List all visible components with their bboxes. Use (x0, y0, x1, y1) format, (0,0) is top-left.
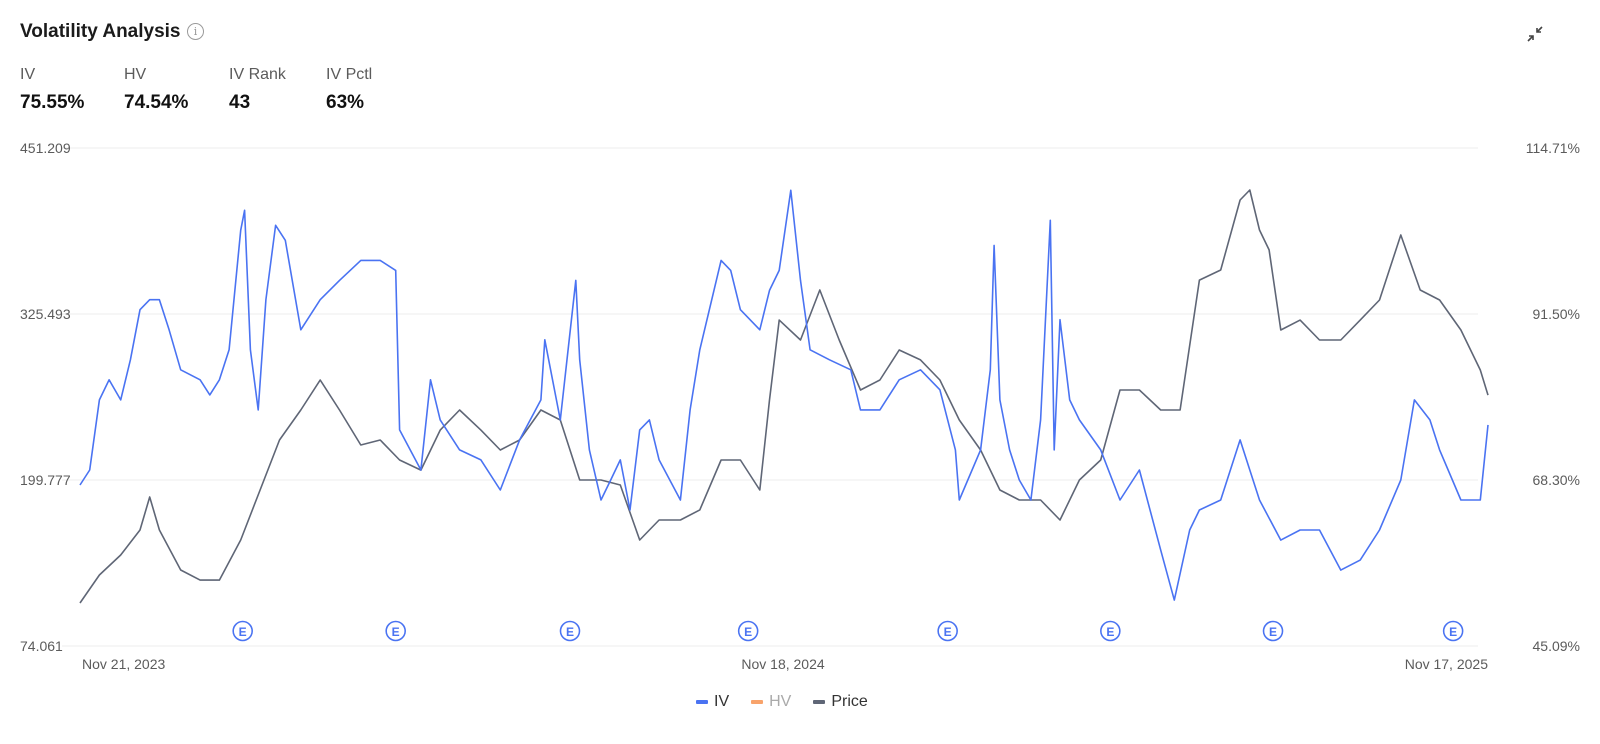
stat-label: HV (124, 66, 147, 83)
legend-swatch-iv (696, 700, 708, 704)
stat-iv-rank: IV Rank 43 (229, 66, 286, 114)
left-axis-tick: 325.493 (20, 306, 71, 322)
earnings-marker: E (737, 620, 759, 642)
earnings-marker-circle (737, 620, 759, 642)
legend-swatch-hv (751, 700, 764, 704)
page-title: Volatility Analysis (20, 21, 181, 42)
stat-label: IV Pctl (326, 66, 373, 83)
grid-lines (62, 147, 1478, 647)
earnings-marker-label: E (566, 625, 574, 639)
earnings-marker-circle (385, 620, 406, 642)
legend-item-hv[interactable]: HV (751, 693, 791, 711)
earnings-marker: E (937, 620, 958, 642)
stat-value: 63% (326, 92, 365, 113)
stat-value: 43 (229, 92, 251, 113)
earnings-marker-label: E (1106, 625, 1114, 639)
earnings-marker: E (385, 620, 406, 642)
axis-ticks: 451.209 114.71% 325.493 91.50% 199.777 68.30%… (20, 140, 1580, 672)
legend-label: Price (831, 693, 868, 710)
earnings-marker: E (559, 620, 581, 642)
legend-swatch-price (813, 700, 826, 704)
series-line-price (79, 189, 1489, 604)
legend: IV HV Price (696, 693, 868, 711)
collapse-arrows-icon[interactable] (1524, 23, 1546, 45)
earnings-marker-circle (1100, 620, 1121, 642)
earnings-marker: E (1262, 620, 1284, 642)
right-axis-tick: 91.50% (1533, 306, 1580, 322)
stat-label: IV Rank (229, 66, 286, 83)
earnings-marker: E (1442, 620, 1464, 642)
earnings-marker-circle (1262, 620, 1284, 642)
stat-iv-pctl: IV Pctl 63% (326, 66, 372, 114)
earnings-marker-circle (232, 620, 253, 642)
right-axis-tick: 68.30% (1533, 472, 1580, 488)
right-axis-tick: 45.09% (1533, 638, 1580, 654)
legend-label: IV (714, 693, 730, 710)
earnings-marker: E (232, 620, 253, 642)
earnings-marker-label: E (239, 625, 247, 639)
legend-item-iv[interactable]: IV (696, 693, 729, 711)
stat-label: IV (20, 66, 36, 83)
series-lines (79, 189, 1489, 604)
x-axis-tick: Nov 17, 2025 (1405, 656, 1488, 672)
earnings-marker-circle (937, 620, 958, 642)
earnings-marker-label: E (1269, 625, 1277, 639)
earnings-marker-circle (1442, 620, 1464, 642)
earnings-marker-label: E (1449, 625, 1457, 639)
earnings-marker: E (1100, 620, 1121, 642)
earnings-marker-circle (559, 620, 581, 642)
x-axis-tick: Nov 21, 2023 (82, 656, 165, 672)
left-axis-tick: 199.777 (20, 472, 71, 488)
earnings-marker-label: E (744, 625, 752, 639)
right-axis-tick: 114.71% (1526, 140, 1580, 156)
stat-iv: IV 75.55% (20, 66, 84, 114)
earnings-marker-label: E (944, 625, 952, 639)
left-axis-tick: 451.209 (20, 140, 71, 156)
info-icon[interactable]: i (187, 23, 204, 40)
stat-value: 74.54% (124, 92, 189, 113)
legend-label: HV (769, 693, 792, 710)
legend-item-price[interactable]: Price (813, 693, 868, 711)
x-axis-tick: Nov 18, 2024 (741, 656, 824, 672)
series-line-iv (79, 189, 1489, 601)
earnings-marker-label: E (392, 625, 400, 639)
left-axis-tick: 74.061 (20, 638, 63, 654)
stat-hv: HV 74.54% (124, 66, 188, 114)
stat-value: 75.55% (20, 92, 85, 113)
